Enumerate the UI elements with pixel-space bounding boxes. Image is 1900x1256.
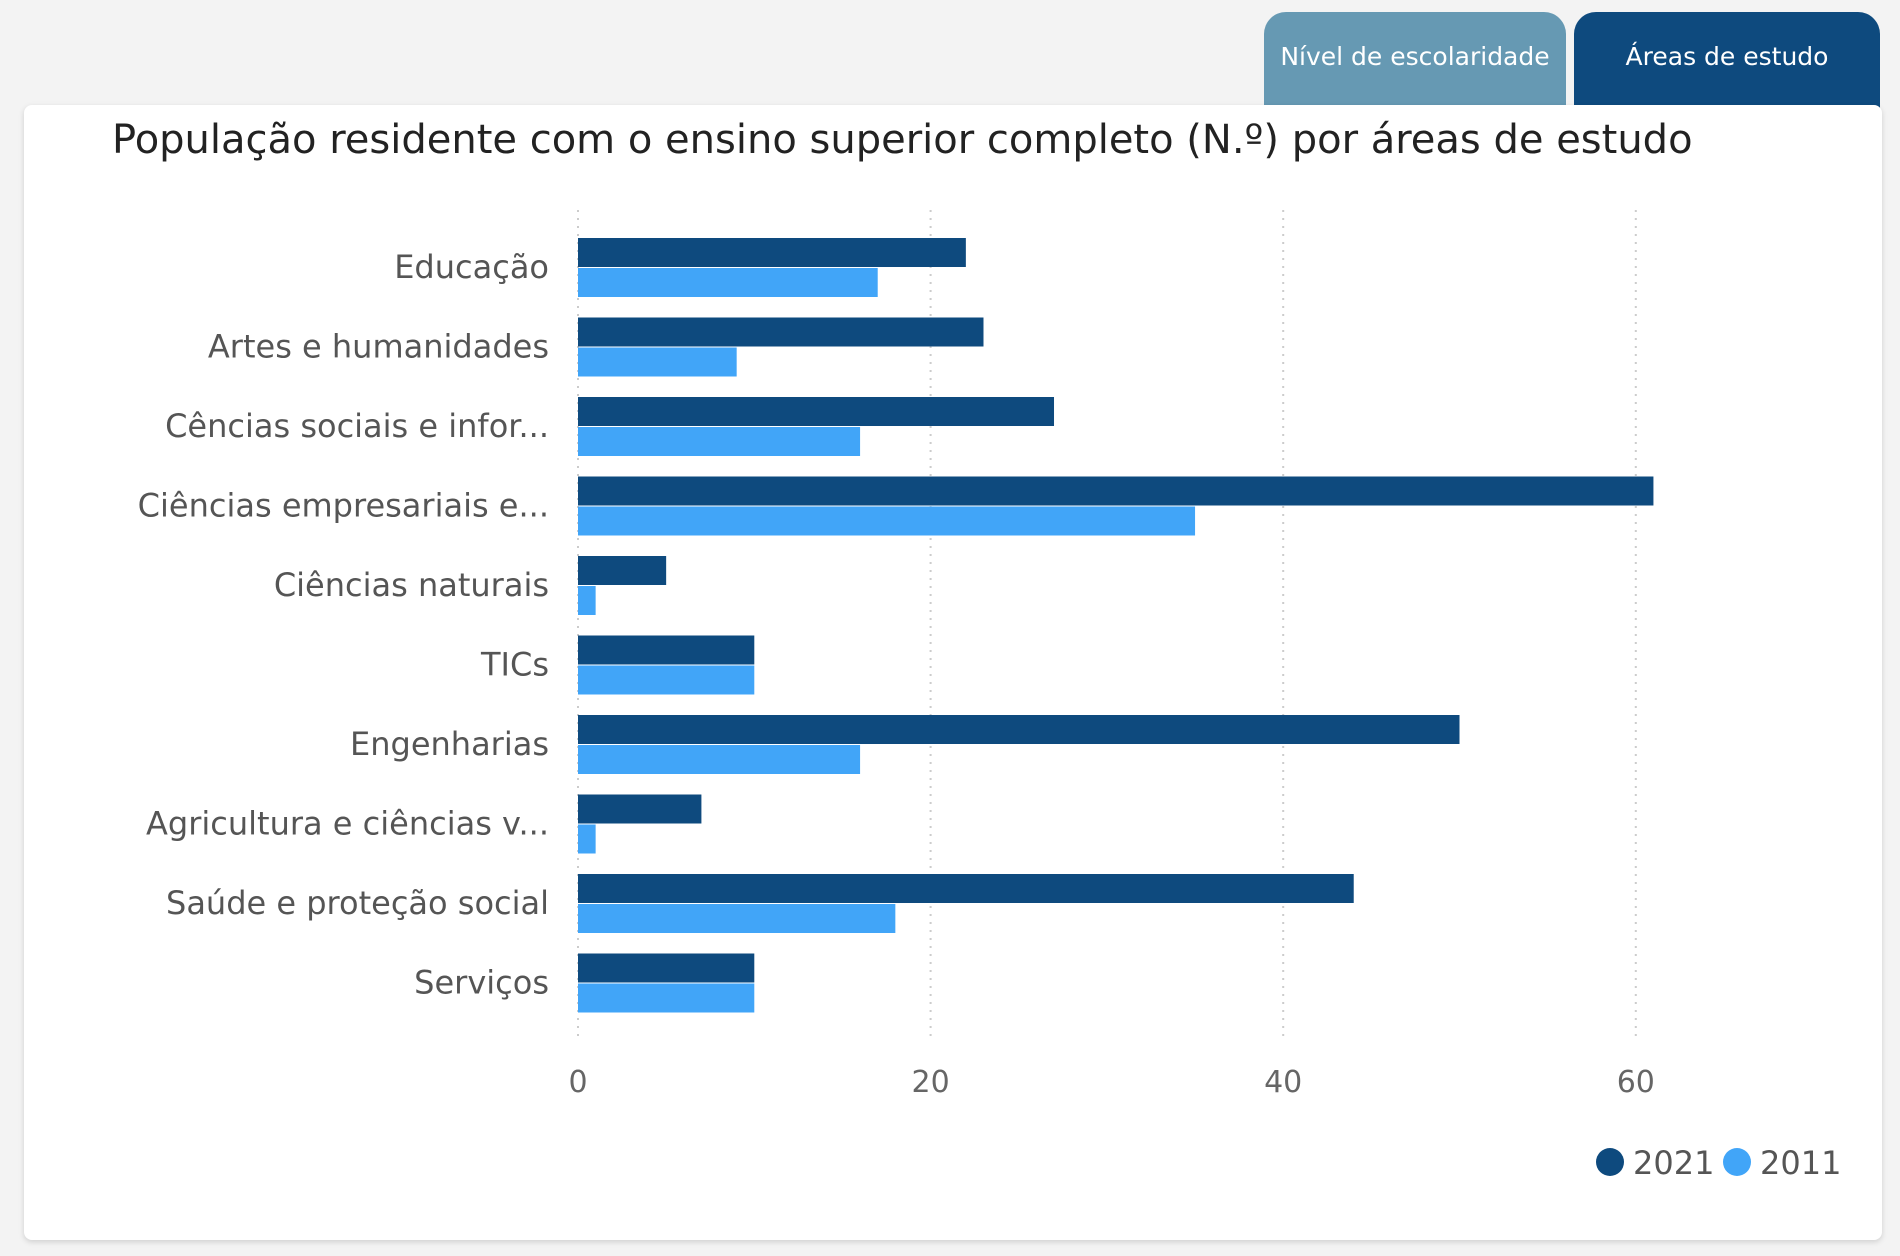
bar-2021: [578, 476, 1654, 506]
x-tick-label: 20: [912, 1065, 950, 1100]
category-label: Agricultura e ciências v...: [146, 805, 549, 843]
bar-2021: [578, 635, 755, 665]
bar-2011: [578, 586, 596, 615]
category-label: TICs: [480, 646, 549, 684]
bar-2021: [578, 238, 966, 267]
category-label: Ciências naturais: [274, 566, 549, 604]
bar-2011: [578, 665, 755, 695]
bar-2021: [578, 874, 1354, 903]
bar-2011: [578, 506, 1196, 536]
bar-2021: [578, 317, 984, 347]
bar-2021: [578, 953, 755, 983]
bar-2011: [578, 983, 755, 1013]
category-label: Cências sociais e infor...: [165, 407, 549, 445]
legend-marker-2021: [1596, 1148, 1624, 1176]
category-label: Ciências empresariais e...: [138, 487, 549, 525]
x-tick-label: 0: [568, 1065, 587, 1100]
tab-nivel-de-escolaridade[interactable]: Nível de escolaridade: [1264, 12, 1566, 112]
bar-2021: [578, 794, 702, 824]
bar-2021: [578, 397, 1055, 426]
chart-title: População residente com o ensino superio…: [112, 117, 1693, 163]
legend-label: 2021: [1633, 1144, 1714, 1182]
category-label: Saúde e proteção social: [166, 884, 549, 922]
legend-label: 2011: [1760, 1144, 1841, 1182]
category-label: Serviços: [414, 964, 549, 1002]
category-label: Artes e humanidades: [208, 328, 549, 366]
x-tick-label: 40: [1264, 1065, 1302, 1100]
bar-2011: [578, 268, 878, 297]
tab-areas-de-estudo[interactable]: Áreas de estudo: [1574, 12, 1880, 112]
chart-card: População residente com o ensino superio…: [24, 105, 1882, 1240]
bar-2011: [578, 745, 861, 774]
bar-2011: [578, 824, 596, 854]
category-label: Educação: [394, 248, 549, 286]
bar-2011: [578, 904, 896, 933]
bar-2021: [578, 556, 667, 585]
bar-2011: [578, 347, 737, 377]
x-tick-label: 60: [1617, 1065, 1655, 1100]
bar-2021: [578, 715, 1460, 744]
category-label: Engenharias: [350, 725, 549, 763]
bar-2011: [578, 427, 861, 456]
legend-marker-2011: [1723, 1148, 1751, 1176]
